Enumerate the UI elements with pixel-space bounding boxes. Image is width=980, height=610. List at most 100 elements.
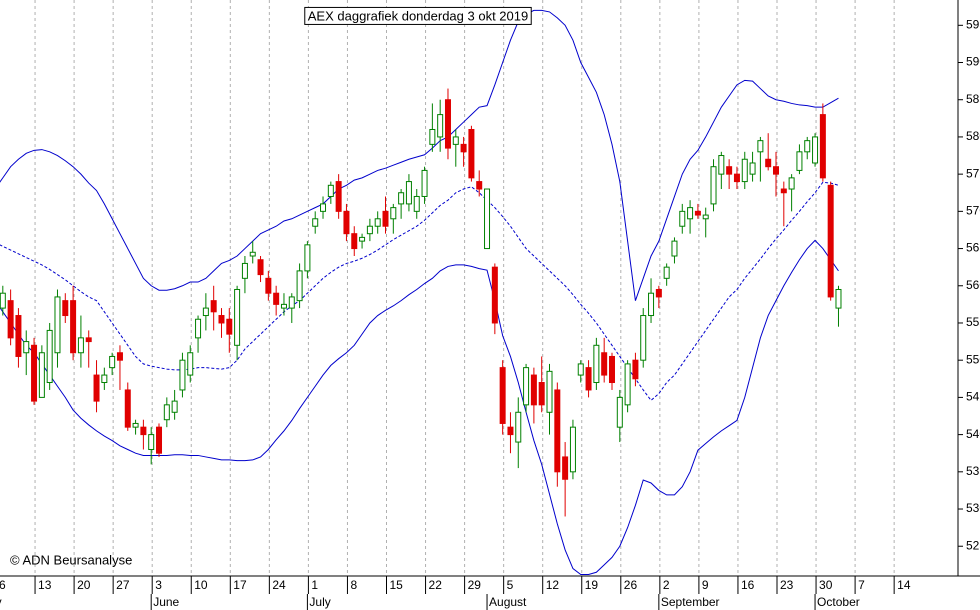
candle-body (343, 210, 350, 235)
candle-body (163, 404, 170, 421)
x-tick-label: 29 (468, 578, 482, 592)
candle-body (757, 140, 764, 153)
candle-body (156, 426, 163, 454)
candle-body (359, 236, 366, 242)
candle-body (538, 382, 545, 406)
chart-title: AEX daggrafiek donderdag 3 okt 2019 (308, 8, 528, 23)
candle-body (655, 288, 662, 298)
candle-body (179, 359, 186, 391)
candle-body (523, 367, 530, 406)
candle-body (444, 99, 451, 149)
candle-body (530, 374, 537, 406)
candle-body (413, 195, 420, 212)
candle-body (273, 292, 280, 305)
y-tick-label: 530 (966, 501, 980, 515)
candle-body (491, 266, 498, 324)
candle-body (351, 233, 358, 250)
candle-body (93, 374, 100, 402)
y-tick-label: 580 (966, 129, 980, 143)
candle-body (765, 158, 772, 168)
candle-body (569, 426, 576, 473)
candle-body (476, 181, 483, 190)
candle-body (234, 288, 241, 346)
candle-body (265, 277, 272, 294)
candle-body (241, 262, 248, 279)
candle-body (101, 374, 108, 384)
band-line (0, 239, 839, 576)
candle-body (124, 389, 131, 428)
candle-body (335, 181, 342, 212)
candle-body (608, 355, 615, 384)
x-tick-label: 5 (507, 578, 514, 592)
candle-layer (0, 88, 842, 517)
y-tick-label: 590 (966, 55, 980, 69)
x-tick-label: 24 (272, 578, 286, 592)
x-tick-label: 9 (702, 578, 709, 592)
x-tick-label: 27 (116, 578, 130, 592)
candle-body (819, 114, 826, 179)
grid-layer (34, 0, 895, 576)
y-tick-label: 540 (966, 427, 980, 441)
candle-body (54, 296, 61, 354)
candle-body (687, 207, 694, 220)
candle-body (296, 270, 303, 302)
candle-body (226, 318, 233, 335)
candle-body (398, 192, 405, 205)
y-tick-label: 595 (966, 17, 980, 31)
x-tick-label: 23 (780, 578, 794, 592)
candle-body (601, 352, 608, 376)
month-label: September (661, 595, 720, 609)
x-tick-label: 16 (741, 578, 755, 592)
candle-body (562, 456, 569, 480)
candle-body (62, 300, 69, 317)
title-box (304, 6, 532, 25)
x-tick-label: 7 (858, 578, 865, 592)
x-tick-label: 2 (663, 578, 670, 592)
candle-body (382, 210, 389, 227)
x-tick-label: 17 (233, 578, 247, 592)
candle-body (374, 218, 381, 227)
candle-body (835, 288, 842, 309)
candle-body (624, 363, 631, 406)
candle-body (804, 140, 811, 153)
candle-body (257, 259, 264, 276)
candle-body (366, 225, 373, 235)
y-tick-label: 575 (966, 166, 980, 180)
candle-body (85, 337, 92, 343)
y-tick-label: 535 (966, 464, 980, 478)
candle-body (484, 188, 491, 250)
candle-body (812, 136, 819, 164)
candle-body (515, 411, 522, 443)
x-tick-label: 22 (429, 578, 443, 592)
x-tick-label: 14 (897, 578, 911, 592)
x-tick-label: 13 (38, 578, 52, 592)
candle-body (202, 307, 209, 317)
x-tick-label: 6 (0, 578, 6, 592)
candle-body (140, 426, 147, 436)
copyright: © ADN Beursanalyse (10, 552, 132, 567)
candle-body (710, 166, 717, 205)
y-tick-label: 545 (966, 390, 980, 404)
candle-body (390, 207, 397, 220)
candle-body (694, 210, 701, 216)
x-tick-label: 8 (350, 578, 357, 592)
y-tick-label: 565 (966, 241, 980, 255)
y-tick-label: 570 (966, 204, 980, 218)
month-label: May (0, 595, 2, 609)
month-label: June (153, 595, 179, 609)
candle-body (249, 251, 256, 257)
candle-body (663, 266, 670, 279)
candle-body (280, 303, 287, 309)
y-tick-label: 555 (966, 315, 980, 329)
candle-body (671, 240, 678, 257)
x-tick-label: 3 (155, 578, 162, 592)
candle-body (554, 389, 561, 473)
candle-body (749, 162, 756, 175)
candle-body (437, 114, 444, 138)
candle-body (327, 184, 334, 197)
candle-body (171, 400, 178, 413)
band-layer (0, 9, 839, 576)
candle-body (70, 300, 77, 354)
